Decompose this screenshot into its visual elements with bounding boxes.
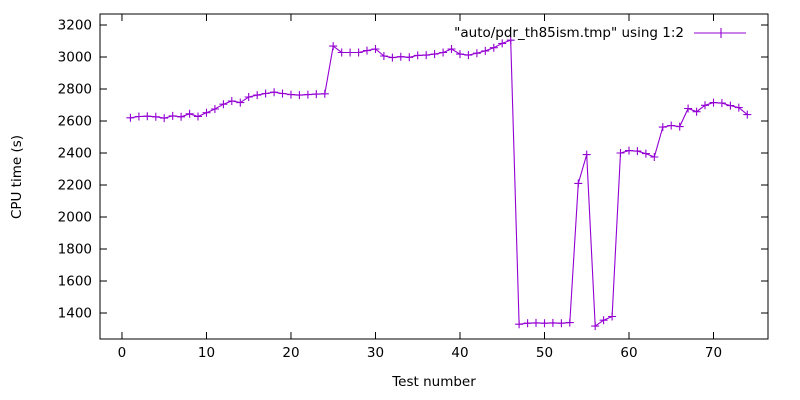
x-axis-title: Test number [392,374,476,390]
x-tick-label: 40 [451,345,468,361]
y-tick-label: 2200 [58,178,92,194]
y-axis-title-wrap: CPU time (s) [0,14,34,339]
x-tick-label: 10 [198,345,215,361]
legend-sample-line-icon [694,28,746,38]
y-axis-title: CPU time (s) [9,134,26,219]
y-tick-label: 2800 [58,82,92,98]
y-tick-label: 2000 [58,210,92,226]
legend-label: "auto/pdr_th85ism.tmp" using 1:2 [454,25,684,41]
legend: "auto/pdr_th85ism.tmp" using 1:2 [454,25,746,41]
y-tick-label: 1600 [58,274,92,290]
data-point-markers [126,36,752,331]
x-tick-label: 0 [118,345,127,361]
y-tick-label: 3000 [58,50,92,66]
x-tick-label: 30 [367,345,384,361]
y-tick-label: 2400 [58,146,92,162]
plot-border [99,13,769,340]
x-tick-label: 70 [705,345,722,361]
x-tick-label: 50 [536,345,553,361]
y-tick-label: 3200 [58,18,92,34]
y-tick-label: 1800 [58,242,92,258]
y-tick-label: 2600 [58,114,92,130]
y-tick-label: 1400 [58,306,92,322]
x-tick-label: 20 [282,345,299,361]
data-line [130,39,748,328]
x-tick-label: 60 [620,345,637,361]
